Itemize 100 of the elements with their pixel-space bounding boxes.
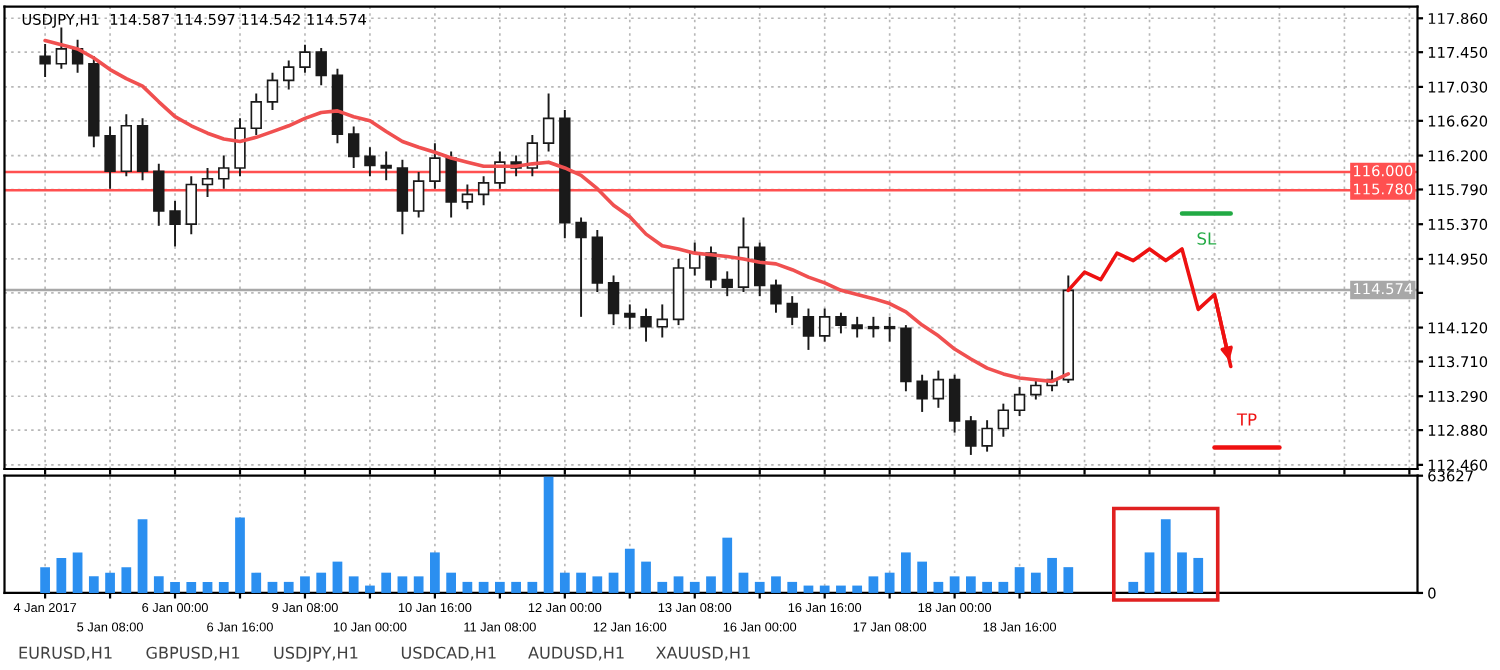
candlestick	[347, 125, 360, 169]
candlestick	[169, 200, 181, 248]
bar	[933, 581, 944, 593]
text: GBPUSD,H1	[146, 646, 240, 661]
bar	[819, 585, 830, 593]
bar	[1063, 567, 1074, 593]
candlestick	[818, 307, 831, 343]
bar	[494, 581, 505, 593]
bar	[852, 585, 863, 593]
bar	[511, 581, 521, 593]
bar	[267, 581, 278, 593]
candlestick	[802, 307, 815, 351]
bar	[186, 581, 197, 593]
bar	[478, 581, 489, 593]
bar	[673, 576, 684, 593]
bar	[527, 581, 538, 593]
candlestick	[315, 47, 327, 87]
bar	[462, 581, 473, 593]
bar	[998, 581, 1009, 593]
bar	[1160, 519, 1171, 593]
text: XAUUSD,H1	[655, 646, 750, 661]
bar	[706, 576, 716, 593]
bar	[787, 581, 798, 593]
bar	[56, 557, 67, 593]
bar	[40, 567, 50, 593]
candlestick	[607, 274, 620, 327]
candlestick	[445, 150, 457, 219]
bar	[365, 585, 375, 593]
candlestick	[1013, 386, 1026, 418]
bar	[332, 561, 343, 593]
candlestick	[883, 315, 896, 343]
candlestick	[234, 117, 246, 178]
bar	[576, 572, 586, 593]
text: USDCAD,H1	[401, 646, 496, 661]
candlestick	[721, 270, 733, 298]
candlestick	[461, 183, 474, 211]
bar	[251, 572, 262, 593]
bar	[105, 572, 115, 593]
bar	[836, 585, 846, 593]
candlestick	[250, 92, 262, 136]
candlestick	[201, 167, 214, 198]
candlestick	[997, 402, 1010, 438]
bar	[657, 581, 668, 593]
candlestick	[786, 295, 798, 327]
line-series	[1066, 247, 1233, 369]
bar	[316, 572, 327, 593]
bar	[982, 581, 992, 593]
candlestick	[656, 303, 668, 339]
bar	[592, 576, 603, 593]
candlestick	[867, 315, 880, 339]
bar	[202, 581, 213, 593]
bar	[137, 519, 148, 593]
bar	[413, 576, 424, 593]
candlestick	[136, 117, 149, 182]
bar	[446, 572, 457, 593]
bar	[1128, 581, 1139, 593]
candlestick	[364, 146, 376, 178]
bar	[72, 552, 83, 593]
candlestick	[640, 307, 652, 343]
bar	[559, 572, 570, 593]
candlestick	[412, 171, 425, 219]
bar	[543, 476, 554, 593]
bar	[624, 548, 635, 593]
bar	[1177, 552, 1187, 593]
bar	[283, 581, 294, 593]
candlestick	[932, 369, 945, 409]
bar	[1144, 552, 1155, 593]
candlestick	[965, 415, 977, 456]
bar	[1014, 567, 1025, 593]
text: EURUSD,H1	[19, 646, 112, 661]
bar	[1047, 557, 1057, 593]
bar	[1193, 557, 1204, 593]
bar	[868, 576, 879, 593]
candlestick	[266, 71, 279, 112]
bar	[121, 567, 132, 593]
candlestick	[185, 175, 197, 236]
bar	[641, 561, 651, 593]
candlestick	[770, 278, 782, 314]
candlestick	[916, 373, 928, 413]
bar	[300, 576, 310, 593]
bar	[754, 581, 765, 593]
candlestick	[283, 59, 295, 91]
bar	[901, 552, 911, 593]
candlestick	[624, 303, 636, 331]
series-label: TP	[1236, 413, 1257, 426]
text: USDJPY,H1	[274, 646, 358, 662]
bar	[235, 517, 245, 593]
candlestick	[835, 311, 847, 335]
bar	[722, 537, 733, 593]
bar	[430, 552, 440, 593]
bar	[949, 576, 960, 593]
candlestick	[120, 113, 133, 178]
bar	[348, 576, 359, 593]
candlestick	[851, 315, 863, 339]
candlestick	[104, 125, 116, 190]
bar	[381, 572, 392, 593]
bar	[88, 576, 99, 593]
bar	[738, 572, 749, 593]
candlestick	[299, 43, 311, 74]
candlestick	[948, 373, 961, 434]
